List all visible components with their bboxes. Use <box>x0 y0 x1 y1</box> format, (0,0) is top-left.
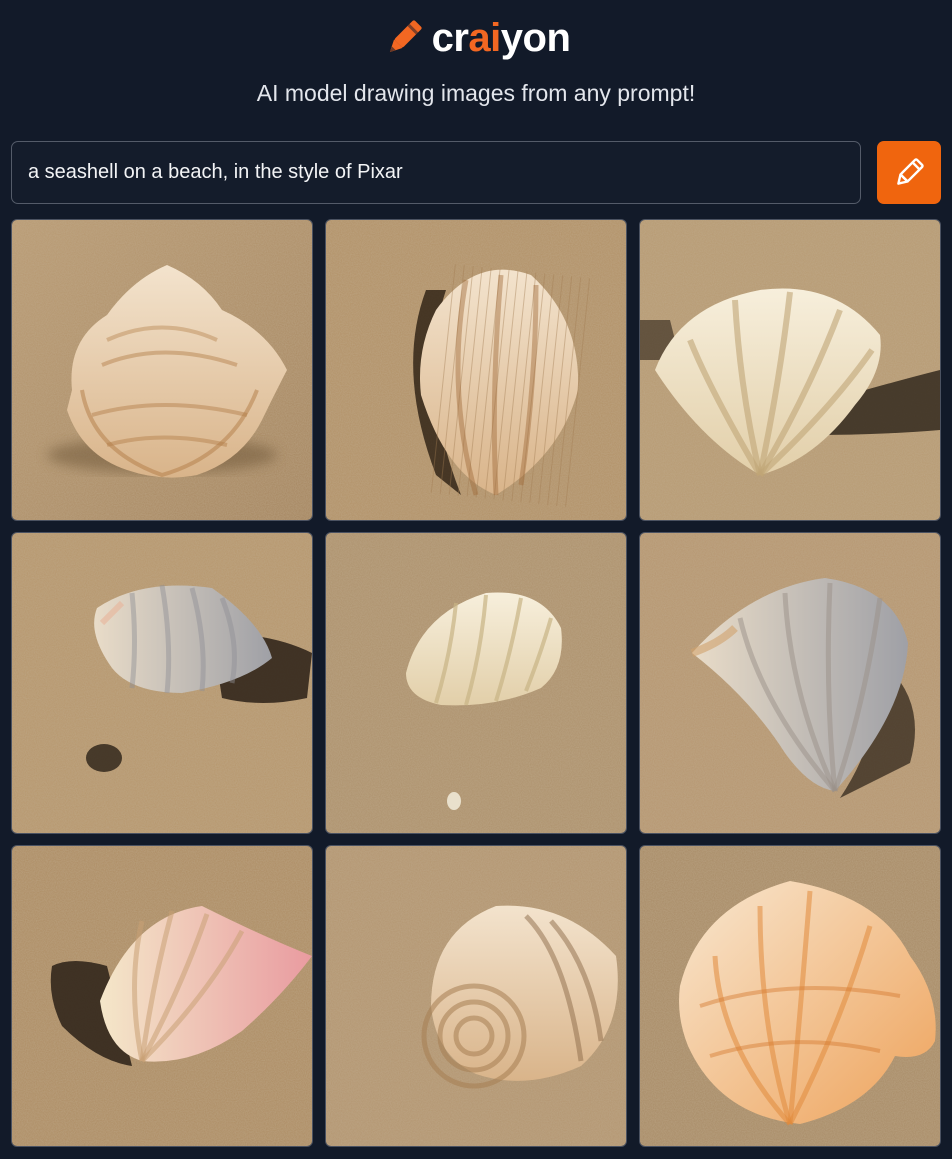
result-image-9[interactable] <box>639 845 941 1147</box>
seashell-image <box>326 533 626 833</box>
logo-wordmark: craiyon <box>431 15 571 60</box>
seashell-image <box>326 220 626 520</box>
craiyon-logo[interactable]: craiyon <box>382 16 571 61</box>
seashell-image <box>12 846 312 1146</box>
crayon-logo-icon <box>389 20 422 53</box>
result-image-8[interactable] <box>325 845 627 1147</box>
result-image-1[interactable] <box>11 219 313 521</box>
seashell-image <box>640 533 940 833</box>
result-image-6[interactable] <box>639 532 941 834</box>
results-grid <box>11 219 941 1148</box>
seashell-image <box>326 846 626 1146</box>
result-image-5[interactable] <box>325 532 627 834</box>
result-image-2[interactable] <box>325 219 627 521</box>
seashell-image <box>12 533 312 833</box>
result-image-7[interactable] <box>11 845 313 1147</box>
result-image-4[interactable] <box>11 532 313 834</box>
app-header: craiyon <box>0 0 952 70</box>
seashell-image <box>640 846 940 1146</box>
draw-button[interactable] <box>877 141 941 204</box>
prompt-input[interactable] <box>11 141 861 204</box>
tagline: AI model drawing images from any prompt! <box>256 80 696 106</box>
seashell-image <box>640 220 940 520</box>
result-image-3[interactable] <box>639 219 941 521</box>
pencil-icon <box>897 157 924 185</box>
seashell-image <box>12 220 312 520</box>
